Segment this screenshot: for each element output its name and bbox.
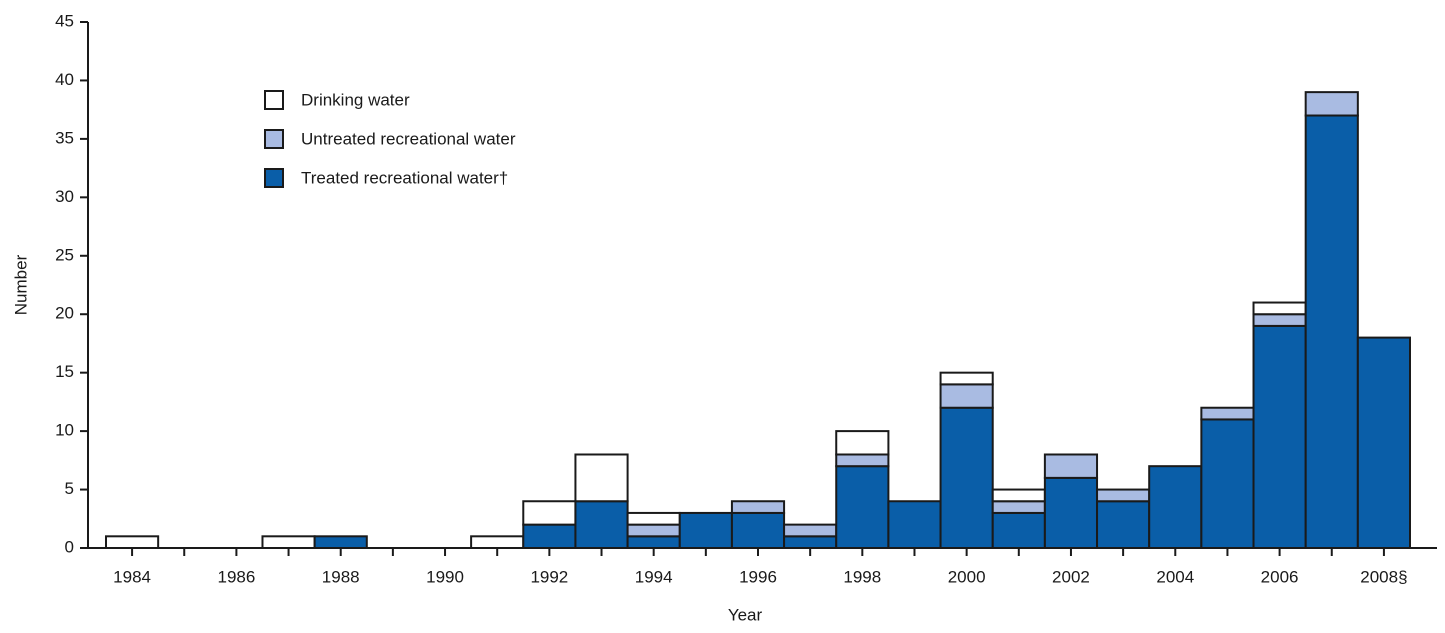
y-tick-label: 20 <box>55 304 74 323</box>
y-tick-label: 5 <box>65 479 74 498</box>
x-tick-label: 1986 <box>217 567 255 586</box>
legend-label: Treated recreational water† <box>301 168 508 187</box>
y-tick-label: 45 <box>55 11 74 30</box>
legend-swatch <box>264 90 284 110</box>
bar-segment <box>887 500 942 549</box>
y-tick-label: 35 <box>55 128 74 147</box>
bar-segment <box>105 535 160 549</box>
x-tick-label: 1984 <box>113 567 151 586</box>
x-tick-label: 1998 <box>843 567 881 586</box>
y-tick-label: 30 <box>55 187 74 206</box>
bar-segment <box>1096 488 1151 503</box>
legend-label: Drinking water <box>301 90 410 109</box>
bar-segment <box>991 511 1046 550</box>
bar-segment <box>783 523 838 538</box>
bar-segment <box>939 383 994 409</box>
y-tick-label: 25 <box>55 245 74 264</box>
y-tick-label: 10 <box>55 421 74 440</box>
x-tick-label: 1994 <box>635 567 673 586</box>
y-tick-label: 40 <box>55 70 74 89</box>
bar-segment <box>522 523 577 549</box>
y-tick-label: 0 <box>65 537 74 556</box>
x-tick-label: 2002 <box>1052 567 1090 586</box>
bar-segment <box>991 500 1046 514</box>
bar-segment <box>1356 336 1411 549</box>
bar-segment <box>1148 465 1203 549</box>
bar-segment <box>261 535 316 549</box>
bar-segment <box>730 511 786 550</box>
bar-segment <box>835 453 890 468</box>
bar-segment <box>1096 500 1151 549</box>
x-tick-label: 1996 <box>739 567 777 586</box>
x-tick-label: 1990 <box>426 567 464 586</box>
bar-segment <box>574 453 629 503</box>
bar-segment <box>939 406 994 549</box>
bar-segment <box>1304 91 1359 117</box>
bar-segment <box>1252 301 1307 316</box>
legend-swatch <box>264 129 284 149</box>
bar-segment <box>730 500 786 514</box>
bar-segment <box>1200 418 1255 549</box>
x-tick-label: 1992 <box>530 567 568 586</box>
x-tick-label: 2004 <box>1156 567 1194 586</box>
bar-segment <box>835 465 890 549</box>
bar-segment <box>1043 453 1099 479</box>
bar-segment <box>470 535 525 549</box>
bar-segment <box>522 500 577 526</box>
bar-segment <box>939 371 994 386</box>
x-axis-label: Year <box>728 605 763 624</box>
bar-segment <box>574 500 629 549</box>
x-tick-label: 2006 <box>1261 567 1299 586</box>
x-tick-label: 1988 <box>322 567 360 586</box>
bar-segment <box>991 488 1046 503</box>
bar-segment <box>1252 313 1307 327</box>
bar-segment <box>1043 476 1099 549</box>
bar-segment <box>313 535 368 549</box>
legend-swatch <box>264 168 284 188</box>
legend-label: Untreated recreational water <box>301 129 516 148</box>
bar-segment <box>626 535 681 549</box>
y-tick-label: 15 <box>55 362 74 381</box>
bar-segment <box>835 430 890 456</box>
bar-segment <box>783 535 838 549</box>
bar-segment <box>626 523 681 538</box>
bar-segment <box>1200 406 1255 421</box>
bar-segment <box>1252 324 1307 549</box>
x-tick-label: 2008§ <box>1360 567 1407 586</box>
bar-segment <box>678 511 733 550</box>
y-axis-label: Number <box>11 254 30 315</box>
bar-segment <box>626 511 681 526</box>
x-tick-label: 2000 <box>948 567 986 586</box>
bar-segment <box>1304 114 1359 549</box>
